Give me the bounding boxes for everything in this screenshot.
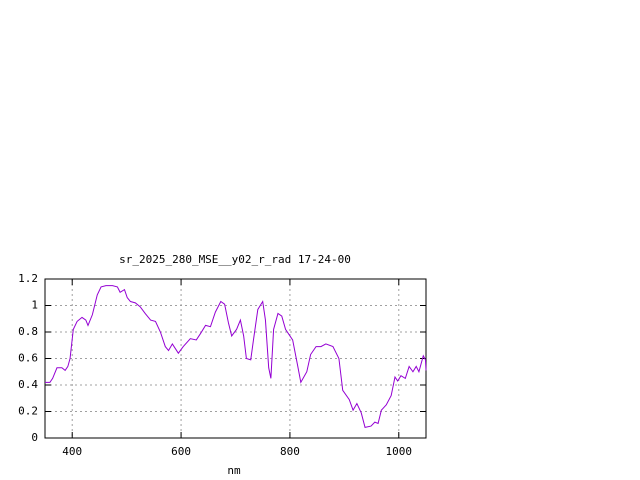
- y-tick-label: 0.6: [18, 352, 38, 365]
- y-tick-label: 1.2: [18, 272, 38, 285]
- x-tick-label: 600: [171, 445, 191, 458]
- chart-title: sr_2025_280_MSE__y02_r_rad 17-24-00: [119, 253, 351, 266]
- x-tick-label: 400: [62, 445, 82, 458]
- x-tick-label: 800: [280, 445, 300, 458]
- y-tick-label: 0: [31, 431, 38, 444]
- plot-border: [44, 278, 427, 439]
- x-tick-label: 1000: [386, 445, 413, 458]
- y-tick-label: 0.8: [18, 325, 38, 338]
- y-tick-label: 0.4: [18, 378, 38, 391]
- data-line: [45, 285, 427, 428]
- x-axis-label: nm: [227, 464, 241, 477]
- y-tick-label: 1: [31, 299, 38, 312]
- y-tick-label: 0.2: [18, 405, 38, 418]
